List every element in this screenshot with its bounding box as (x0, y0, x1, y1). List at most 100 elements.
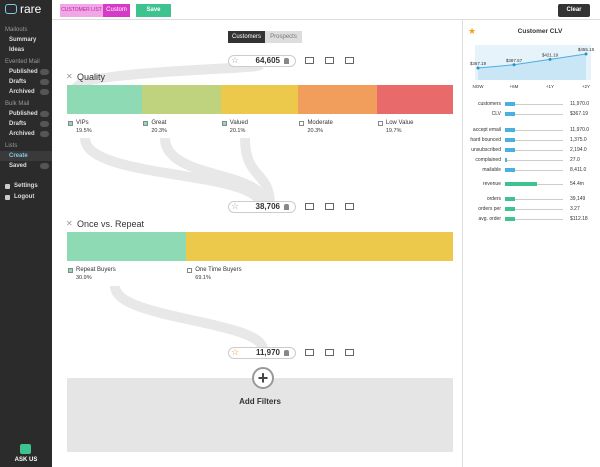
clv-x-label: +6M (510, 84, 519, 89)
segment[interactable] (142, 85, 221, 114)
segment-percent: 20.3% (307, 128, 324, 134)
filter-title: Once vs. Repeat (77, 219, 145, 229)
checkbox[interactable] (299, 121, 305, 126)
nav-item[interactable]: Logout (14, 194, 35, 200)
clv-value-label: $367.19 (470, 61, 487, 66)
metric-label: CLV (491, 111, 501, 117)
add-icon[interactable]: + (252, 367, 274, 389)
nav-item[interactable]: Published (9, 111, 38, 117)
metric-bar (505, 112, 515, 116)
metric-track (505, 170, 563, 171)
clv-title: Customer CLV (517, 28, 563, 35)
nav-item[interactable]: Archived (9, 131, 35, 137)
action-icon[interactable] (345, 57, 354, 64)
logo-icon (5, 4, 17, 14)
badge (40, 111, 49, 117)
clv-area (478, 54, 586, 80)
action-icon[interactable] (345, 349, 354, 356)
segment-bar (67, 85, 453, 114)
nav-item[interactable]: Drafts (9, 79, 27, 85)
metric-value: 2,194.0 (570, 147, 587, 153)
segment[interactable] (67, 232, 187, 261)
clv-x-label: +1Y (546, 84, 554, 89)
nav-item[interactable]: Ideas (9, 47, 25, 53)
segment-name: Great (151, 120, 167, 126)
segment-percent: 19.5% (76, 128, 92, 134)
logo: rare (20, 2, 42, 16)
tab[interactable]: Prospects (265, 31, 302, 43)
clv-value-label: $421.19 (542, 52, 559, 57)
star: ☆ (231, 55, 240, 65)
metric-track (505, 199, 563, 200)
metric-label: accept email (472, 127, 501, 133)
list-type[interactable]: CUSTOMER LIST (60, 4, 103, 17)
segment[interactable] (67, 85, 143, 114)
clv-point (584, 52, 588, 56)
star: ☆ (231, 201, 240, 211)
metric-bar (505, 168, 515, 172)
action-icon[interactable] (305, 57, 314, 64)
save-button[interactable]: Save (136, 4, 171, 17)
checkbox[interactable] (143, 121, 149, 126)
metric-bar (505, 207, 515, 211)
nav-item[interactable]: Create (9, 153, 28, 159)
active-item (0, 151, 52, 161)
segment[interactable] (376, 85, 453, 114)
clv-value-label: $455.18 (578, 47, 595, 52)
count-box (228, 55, 296, 67)
count: 38,706 (255, 202, 280, 211)
nav-item[interactable]: Drafts (9, 121, 27, 127)
metric-bar (505, 138, 515, 142)
help[interactable]: ASK US (14, 457, 38, 463)
section-title: Mailouts (5, 27, 28, 33)
badge (40, 131, 49, 137)
metric-value: $367.19 (570, 111, 589, 117)
action-icon[interactable] (325, 57, 334, 64)
checkbox[interactable] (187, 268, 193, 273)
action-icon[interactable] (305, 203, 314, 210)
metric-bar (505, 182, 537, 186)
panel-divider (462, 20, 463, 467)
clv-x-label: NOW (473, 84, 485, 89)
add-filters-area[interactable] (67, 378, 453, 452)
star: ★ (468, 26, 477, 36)
action-icon[interactable] (325, 203, 334, 210)
remove-filter[interactable]: ✕ (66, 219, 73, 228)
action-icon[interactable] (325, 349, 334, 356)
segment[interactable] (220, 85, 299, 114)
clear-button[interactable]: Clear (558, 4, 590, 17)
action-icon[interactable] (305, 349, 314, 356)
checkbox[interactable] (377, 121, 383, 126)
remove-filter[interactable]: ✕ (66, 72, 73, 81)
metric-bar (505, 217, 515, 221)
toolbar (52, 0, 600, 20)
metric-label: avg. order (478, 216, 501, 222)
nav-item[interactable]: Archived (9, 89, 35, 95)
nav-item[interactable]: Settings (14, 183, 38, 189)
segment-name: Low Value (385, 120, 414, 126)
metric-label: hard bounced (470, 137, 501, 143)
metric-label: unsubscribed (471, 147, 501, 153)
help-icon[interactable] (20, 444, 31, 454)
nav-item[interactable]: Saved (9, 163, 27, 169)
checkbox[interactable] (68, 268, 73, 273)
nav-item[interactable]: Summary (9, 37, 37, 43)
metric-bar (505, 148, 515, 152)
checkbox[interactable] (68, 121, 73, 126)
list-mode[interactable]: Custom (103, 4, 130, 17)
checkbox[interactable] (221, 121, 227, 126)
filter-title: Quality (77, 72, 106, 82)
segment[interactable] (298, 85, 377, 114)
action-icon[interactable] (345, 203, 354, 210)
segment-name: Repeat Buyers (76, 267, 116, 273)
nav-item[interactable]: Published (9, 69, 38, 75)
nav-icon (5, 184, 10, 189)
segment[interactable] (186, 232, 453, 261)
count: 64,605 (255, 56, 280, 65)
metric-value: 39,149 (570, 196, 586, 202)
metric-value: 54.4m (570, 181, 584, 187)
metric-track (505, 219, 563, 220)
tab[interactable]: Customers (228, 31, 265, 43)
badge (40, 163, 49, 169)
